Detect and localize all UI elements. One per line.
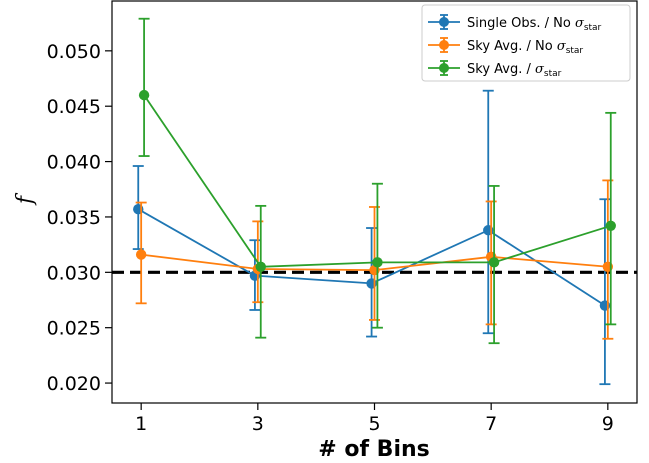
data-point [605, 220, 616, 232]
legend-item-2: Sky Avg. / No σstar [428, 37, 583, 56]
x-tick-label: 9 [602, 413, 614, 435]
x-tick-label: 7 [485, 413, 497, 435]
y-tick-label: 0.040 [47, 152, 101, 174]
legend-marker [439, 63, 449, 73]
y-tick-label: 0.020 [47, 373, 101, 395]
data-point [372, 257, 383, 268]
legend: Single Obs. / No σstar Sky Avg. / No σsta… [421, 4, 631, 82]
legend-marker [439, 40, 449, 50]
y-tick-label: 0.035 [47, 207, 101, 229]
data-point [135, 249, 147, 260]
y-axis-title: f [13, 192, 38, 206]
series-3 [138, 17, 617, 345]
x-tick-label: 1 [135, 413, 147, 435]
series-1 [132, 89, 611, 386]
data-point [255, 261, 266, 272]
legend-label: Sky Avg. / σstar [467, 62, 562, 79]
x-tick-label: 5 [368, 413, 380, 435]
data-point [488, 257, 500, 268]
x-axis-title: # of Bins [318, 437, 430, 462]
legend-label: Single Obs. / No σstar [467, 16, 602, 33]
data-point [138, 89, 150, 101]
legend-item-3: Sky Avg. / σstar [428, 60, 562, 79]
legend-marker [439, 17, 449, 27]
y-tick-label: 0.025 [47, 318, 101, 340]
legend-box [421, 4, 631, 82]
x-tick-label: 3 [252, 413, 264, 435]
y-tick-label: 0.045 [47, 96, 101, 118]
y-tick-label: 0.030 [47, 262, 101, 284]
legend-item-1: Single Obs. / No σstar [428, 14, 602, 33]
legend-label: Sky Avg. / No σstar [467, 39, 583, 56]
y-tick-label: 0.050 [47, 41, 101, 63]
